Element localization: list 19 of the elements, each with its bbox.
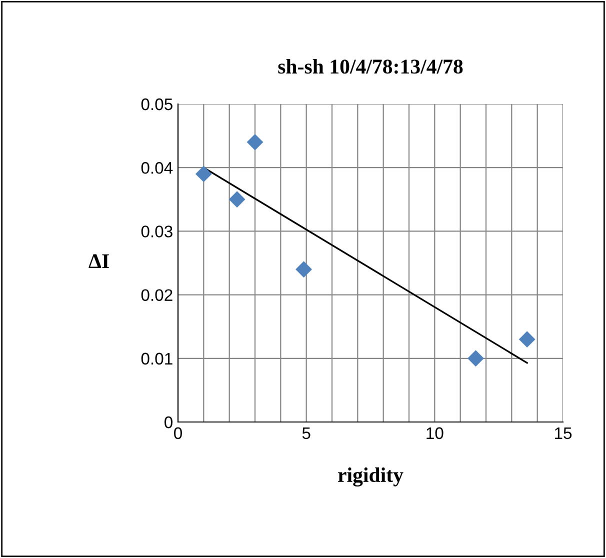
y-axis-title: ΔI	[88, 254, 109, 268]
point	[195, 166, 212, 182]
y-tick-label: 0.05	[141, 98, 172, 110]
point	[468, 350, 484, 367]
x-tick-label: 10	[426, 427, 444, 440]
y-tick-label: 0	[164, 416, 172, 428]
chart-title: sh-sh 10/4/78:13/4/78	[278, 58, 463, 74]
point	[296, 261, 312, 278]
point	[246, 134, 264, 150]
x-tick-label: 15	[555, 427, 572, 440]
y-tick-label: 0.03	[141, 226, 172, 238]
x-tick-label: 0	[174, 427, 182, 440]
x-tick-label: 5	[302, 427, 310, 440]
y-tick-label: 0.02	[141, 289, 172, 302]
point	[228, 191, 246, 208]
y-tick-label: 0.04	[141, 162, 173, 174]
point	[518, 331, 536, 348]
y-tick-label: 0.01	[141, 352, 172, 365]
x-axis-title: rigidity	[338, 467, 404, 486]
